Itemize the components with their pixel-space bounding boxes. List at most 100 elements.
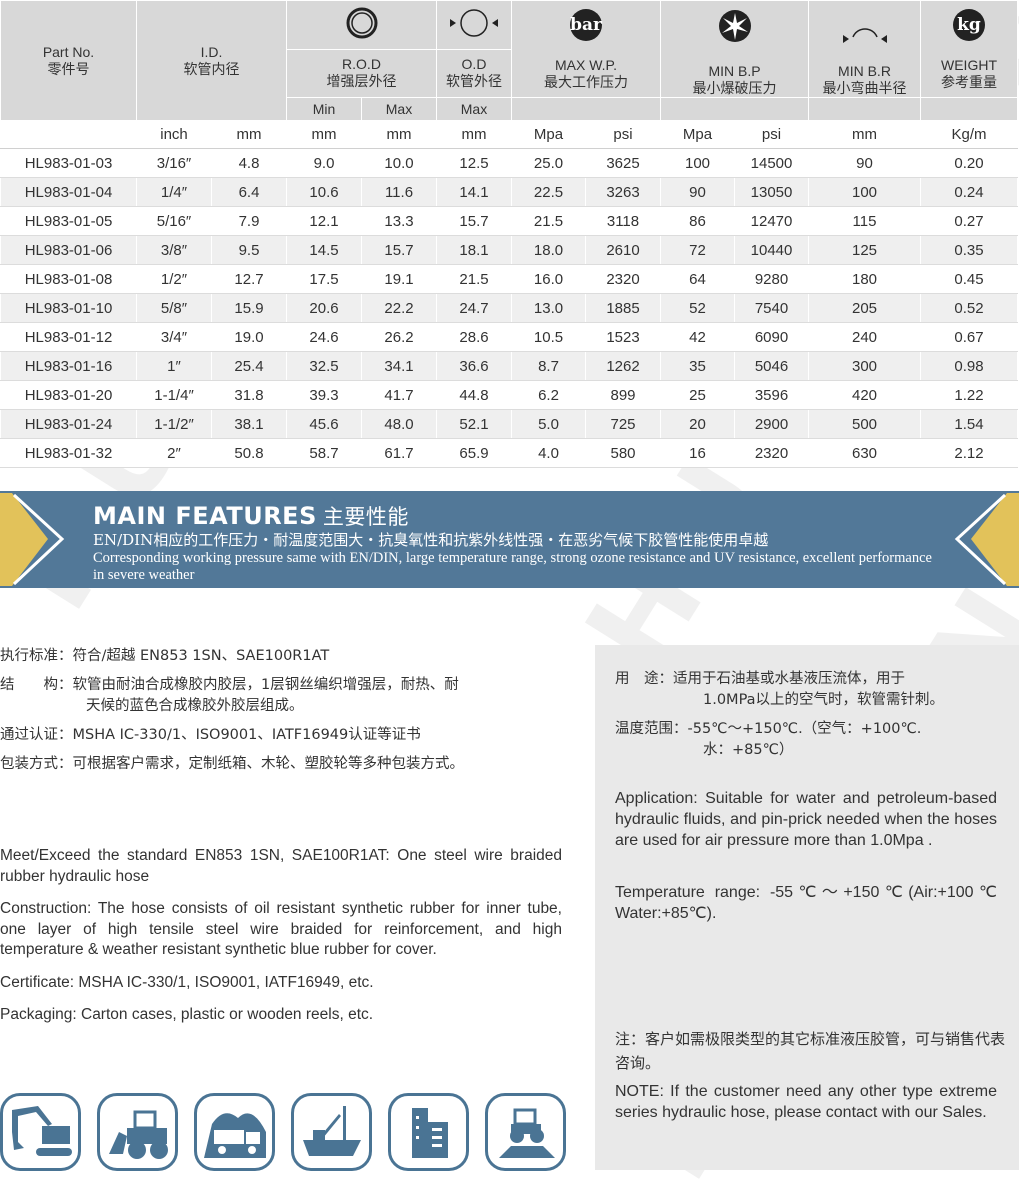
cell-weight: 0.24 — [920, 177, 1018, 207]
cell-wp-psi: 580 — [585, 438, 661, 468]
header-bp: MIN B.P 最小爆破压力 — [660, 0, 809, 98]
cell-bend-radius: 125 — [808, 235, 921, 265]
burst-icon — [718, 9, 752, 47]
cell-part-no: HL983-01-20 — [0, 380, 137, 410]
table-row: HL983-01-24 1-1/2″ 38.1 45.6 48.0 52.1 5.0 725 2… — [0, 409, 1018, 439]
cell-id-mm: 15.9 — [211, 293, 287, 323]
cell-id-mm: 31.8 — [211, 380, 287, 410]
cell-bp-mpa: 35 — [660, 351, 735, 381]
certificate-en: Certificate: MSHA IC-330/1, ISO9001, IAT… — [0, 973, 374, 991]
cell-bend-radius: 630 — [808, 438, 921, 468]
cell-weight: 0.20 — [920, 148, 1018, 178]
header-spacer — [660, 97, 809, 121]
cell-bp-psi: 14500 — [734, 148, 809, 178]
cell-rod-max: 26.2 — [361, 322, 437, 352]
cell-od-max: 28.6 — [436, 322, 512, 352]
structure-cn: 结 构：软管由耐油合成橡胶内胶层，1层钢丝编织增强层，耐热、耐 天候的蓝色合成橡胶… — [0, 677, 459, 714]
main-features-banner: MAIN FEATURES 主要性能 EN/DIN相应的工作压力・耐温度范围大・抗… — [0, 491, 1019, 588]
cell-rod-min: 10.6 — [286, 177, 362, 207]
application-panel: 用 途：适用于石油基或水基液压流体，用于 1.0MPa以上的空气时，软管需针刺。 … — [595, 645, 1019, 1170]
cell-bend-radius: 90 — [808, 148, 921, 178]
unit-rod-max: mm — [361, 120, 437, 149]
cell-rod-min: 17.5 — [286, 264, 362, 294]
mining-truck-icon — [194, 1093, 275, 1171]
cell-id-mm: 6.4 — [211, 177, 287, 207]
cell-wp-psi: 1523 — [585, 322, 661, 352]
cell-bend-radius: 115 — [808, 206, 921, 236]
cell-rod-max: 15.7 — [361, 235, 437, 265]
unit-bp-mpa: Mpa — [660, 120, 735, 149]
cell-part-no: HL983-01-32 — [0, 438, 137, 468]
cell-id-inch: 1/4″ — [136, 177, 212, 207]
cell-wp-psi: 899 — [585, 380, 661, 410]
cell-bp-mpa: 52 — [660, 293, 735, 323]
cell-id-inch: 1″ — [136, 351, 212, 381]
cell-rod-min: 39.3 — [286, 380, 362, 410]
cell-id-inch: 3/4″ — [136, 322, 212, 352]
cell-wp-mpa: 18.0 — [511, 235, 586, 265]
usage-cn: 用 途：适用于石油基或水基液压流体，用于 1.0MPa以上的空气时，软管需针刺。 — [615, 671, 945, 708]
cell-bp-psi: 10440 — [734, 235, 809, 265]
cell-bp-psi: 12470 — [734, 206, 809, 236]
bar-icon: bar — [570, 9, 602, 41]
unit-bend-radius: mm — [808, 120, 921, 149]
units-row: inch mm mm mm mm Mpa psi Mpa psi mm Kg/m — [0, 120, 1018, 149]
cell-bp-psi: 13050 — [734, 177, 809, 207]
table-row: HL983-01-32 2″ 50.8 58.7 61.7 65.9 4.0 580 16 232… — [0, 438, 1018, 468]
cell-wp-mpa: 10.5 — [511, 322, 586, 352]
cell-id-mm: 38.1 — [211, 409, 287, 439]
cell-bp-mpa: 86 — [660, 206, 735, 236]
note-en: NOTE: If the customer need any other typ… — [615, 1083, 997, 1121]
cell-wp-psi: 1262 — [585, 351, 661, 381]
cell-rod-max: 10.0 — [361, 148, 437, 178]
cell-wp-psi: 725 — [585, 409, 661, 439]
header-spacer — [920, 97, 1018, 121]
cell-bp-mpa: 64 — [660, 264, 735, 294]
unit-bp-psi: psi — [734, 120, 809, 149]
cell-part-no: HL983-01-08 — [0, 264, 137, 294]
cell-rod-min: 12.1 — [286, 206, 362, 236]
packaging-en: Packaging: Carton cases, plastic or wood… — [0, 1006, 374, 1023]
temperature-cn: 温度范围：-55℃～+150℃.（空气：+100℃. 水：+85℃） — [615, 721, 922, 758]
cell-id-inch: 5/16″ — [136, 206, 212, 236]
cell-wp-mpa: 22.5 — [511, 177, 586, 207]
cell-od-max: 36.6 — [436, 351, 512, 381]
outer-diameter-icon — [442, 6, 506, 40]
cell-rod-max: 61.7 — [361, 438, 437, 468]
cell-id-mm: 50.8 — [211, 438, 287, 468]
header-part-no: Part No. 零件号 — [0, 0, 137, 121]
cell-rod-max: 11.6 — [361, 177, 437, 207]
header-rod-min: Min — [286, 97, 362, 121]
table-row: HL983-01-04 1/4″ 6.4 10.6 11.6 14.1 22.5 3263 90… — [0, 177, 1018, 207]
unit-wp-mpa: Mpa — [511, 120, 586, 149]
cell-weight: 0.45 — [920, 264, 1018, 294]
cell-rod-max: 22.2 — [361, 293, 437, 323]
certification-cn: 通过认证：MSHA IC-330/1、ISO9001、IATF16949认证等证… — [0, 727, 421, 743]
header-od-icon-cell — [436, 0, 512, 50]
cell-wp-psi: 2320 — [585, 264, 661, 294]
header-br: MIN B.R 最小弯曲半径 — [808, 0, 921, 98]
header-rod-icon-cell — [286, 0, 437, 50]
cell-part-no: HL983-01-10 — [0, 293, 137, 323]
cell-rod-min: 14.5 — [286, 235, 362, 265]
header-rod-max: Max — [361, 97, 437, 121]
cell-weight: 0.27 — [920, 206, 1018, 236]
cell-bp-psi: 2900 — [734, 409, 809, 439]
cell-weight: 1.22 — [920, 380, 1018, 410]
table-row: HL983-01-12 3/4″ 19.0 24.6 26.2 28.6 10.5 1523 4… — [0, 322, 1018, 352]
cell-weight: 1.54 — [920, 409, 1018, 439]
header-spacer — [511, 97, 661, 121]
table-row: HL983-01-10 5/8″ 15.9 20.6 22.2 24.7 13.0 1885 5… — [0, 293, 1018, 323]
cell-rod-min: 20.6 — [286, 293, 362, 323]
cell-weight: 0.52 — [920, 293, 1018, 323]
header-od: O.D 软管外径 — [436, 48, 512, 98]
cell-wp-mpa: 4.0 — [511, 438, 586, 468]
packaging-cn: 包装方式：可根据客户需求，定制纸箱、木轮、塑胶轮等多种包装方式。 — [0, 756, 464, 772]
cell-rod-min: 32.5 — [286, 351, 362, 381]
cell-bp-mpa: 100 — [660, 148, 735, 178]
cell-bend-radius: 180 — [808, 264, 921, 294]
cell-bp-psi: 6090 — [734, 322, 809, 352]
banner-arrows-decoration — [0, 493, 1019, 586]
wheel-loader-icon — [97, 1093, 178, 1171]
banner-features-cn: EN/DIN相应的工作压力・耐温度范围大・抗臭氧性和抗紫外线性强・在恶劣气候下胶… — [93, 531, 769, 549]
